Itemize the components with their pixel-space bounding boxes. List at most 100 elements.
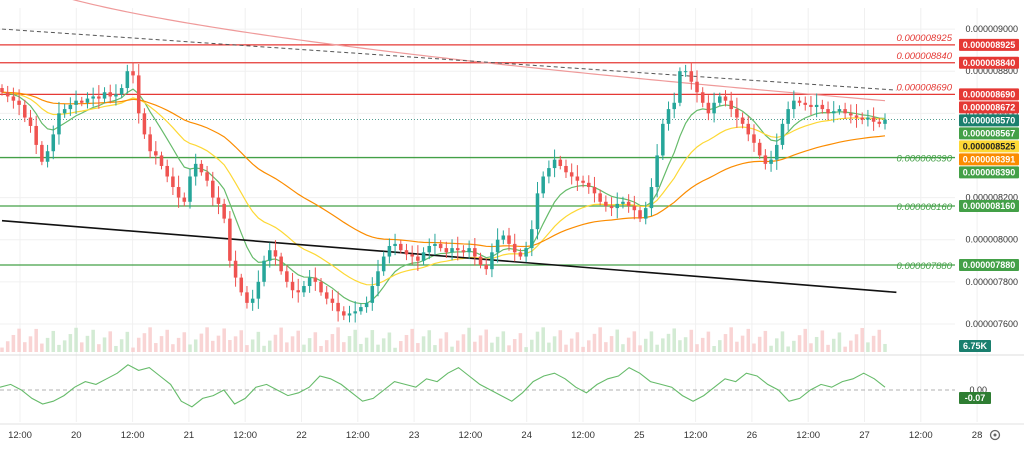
volume-bar <box>638 345 642 352</box>
candle-body <box>604 201 608 206</box>
price-badge <box>959 258 1019 271</box>
volume-bar <box>0 347 4 352</box>
x-tick-label: 25 <box>634 430 645 441</box>
volume-bar <box>165 329 169 352</box>
resistance-label: 0.000008925 <box>897 33 953 44</box>
candle-body <box>757 142 762 156</box>
candle-body <box>233 260 238 278</box>
x-tick-label: 12:00 <box>909 430 933 441</box>
volume-bar <box>706 331 711 352</box>
candle-body <box>359 307 363 312</box>
candle-body <box>267 250 272 261</box>
candle-body <box>91 96 95 99</box>
candle-body <box>587 182 591 188</box>
candle-body <box>883 119 887 124</box>
candle-body <box>655 155 659 188</box>
volume-bar <box>678 340 682 352</box>
volume-bar <box>421 336 426 352</box>
oscillator-badge-label: -0.07 <box>965 393 986 403</box>
volume-bar <box>205 327 209 352</box>
volume-bar <box>267 340 272 352</box>
price-badge <box>959 88 1019 101</box>
volume-bar <box>142 333 147 352</box>
volume-bar <box>826 344 830 352</box>
price-badge <box>959 101 1019 114</box>
volume-bar <box>820 330 825 352</box>
candle-body <box>421 252 426 261</box>
candle-body <box>399 243 403 251</box>
volume-bar <box>40 343 44 352</box>
candle-body <box>495 239 500 253</box>
candle-body <box>609 205 614 209</box>
y-tick-label: 0.000008200 <box>965 193 1018 203</box>
candle-body <box>376 271 380 287</box>
candle-body <box>552 159 557 169</box>
candle-body <box>330 298 335 303</box>
candle-body <box>723 96 728 101</box>
candle-body <box>262 260 266 282</box>
volume-bar <box>17 328 21 352</box>
price-badge-label: 0.000008690 <box>963 89 1016 99</box>
volume-bar <box>28 336 33 352</box>
volume-bar <box>193 339 198 352</box>
candle-body <box>0 88 4 93</box>
candle-body <box>569 172 574 177</box>
candle-body <box>769 159 773 164</box>
candle-body <box>154 151 158 156</box>
candle-body <box>199 163 204 173</box>
candle-body <box>97 96 101 99</box>
candle-body <box>228 218 232 261</box>
x-tick-label: 12:00 <box>684 430 708 441</box>
candle-body <box>752 134 756 143</box>
volume-bar <box>484 329 488 352</box>
volume-bar <box>547 342 551 352</box>
volume-bar <box>11 334 16 352</box>
volume-bar <box>609 336 614 352</box>
volume-bar <box>615 329 620 352</box>
candle-body <box>626 201 631 206</box>
volume-bar <box>552 336 557 352</box>
price-badge-label: 0.000007880 <box>963 260 1016 270</box>
candle-body <box>683 71 688 73</box>
candle-body <box>148 134 152 152</box>
volume-bar <box>222 328 226 352</box>
volume-bar <box>495 336 500 352</box>
volume-bar <box>843 346 847 352</box>
candle-body <box>416 256 420 261</box>
volume-bar <box>393 347 397 352</box>
volume-bar <box>883 343 887 352</box>
volume-bar <box>592 333 597 352</box>
volume-bar <box>455 340 460 352</box>
candle-body <box>62 109 67 114</box>
candle-body <box>837 109 842 112</box>
volume-bar <box>211 340 215 352</box>
candle-body <box>313 277 318 282</box>
volume-bar <box>262 345 266 352</box>
volume-bar <box>404 334 409 352</box>
volume-bar <box>774 338 779 352</box>
volume-bar <box>290 336 295 352</box>
candle-body <box>119 88 124 95</box>
volume-bar <box>524 347 528 352</box>
volume-bar <box>302 344 306 352</box>
volume-badge <box>959 340 991 352</box>
candle-body <box>290 281 295 291</box>
candle-body <box>245 292 249 303</box>
oscillator-pane: 0.00-0.07 <box>0 354 1024 408</box>
candle-body <box>74 100 78 105</box>
x-tick-label: 23 <box>409 430 420 441</box>
volume-bar <box>792 340 796 352</box>
candle-body <box>735 109 739 118</box>
trendlines <box>1 28 897 294</box>
volume-bar <box>216 335 221 352</box>
volume-bar <box>188 344 192 352</box>
ema-long-line <box>72 0 886 102</box>
candle-body <box>871 117 876 122</box>
candle-body <box>182 197 187 202</box>
volume-bar <box>581 346 585 352</box>
volume-bar <box>45 337 50 352</box>
settings-gear-icon[interactable] <box>989 429 1001 441</box>
volume-bar <box>387 332 392 352</box>
candle-body <box>353 311 357 314</box>
